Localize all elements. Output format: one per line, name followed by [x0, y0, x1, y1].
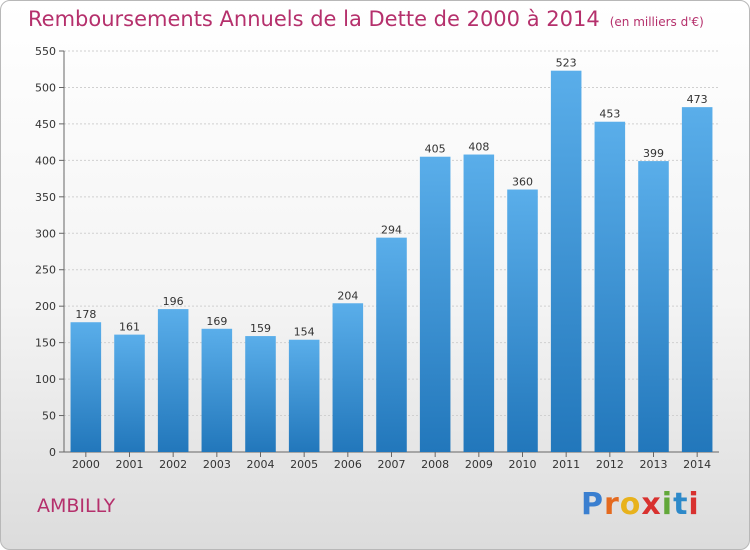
data-label: 154: [294, 326, 315, 339]
bar: [157, 309, 189, 452]
x-tick-label: 2012: [596, 458, 624, 471]
x-tick-label: 2014: [683, 458, 711, 471]
bar: [419, 156, 451, 452]
x-tick-label: 2005: [290, 458, 318, 471]
x-tick-label: 2003: [203, 458, 231, 471]
x-tick-label: 2002: [159, 458, 187, 471]
x-tick-label: 2001: [116, 458, 144, 471]
logo-letter: r: [604, 487, 620, 522]
bars: [70, 70, 713, 453]
logo-letter: t: [673, 487, 689, 522]
data-labels: 178 161 196 169 159 154 204 294 405 408 360 523 453 3…: [75, 57, 707, 339]
y-tick-label: 400: [35, 154, 56, 167]
y-tick-label: 0: [49, 446, 56, 459]
data-label: 161: [119, 321, 140, 334]
data-label: 178: [75, 308, 96, 321]
bar: [507, 189, 538, 452]
bar: [245, 336, 276, 452]
x-tick-label: 2000: [72, 458, 100, 471]
logo-letter: x: [641, 487, 662, 522]
y-tick-label: 550: [35, 45, 56, 58]
logo-letter: i: [688, 487, 700, 522]
bar: [550, 70, 582, 452]
data-label: 169: [206, 315, 227, 328]
bar: [463, 154, 495, 452]
proxiti-logo: Proxiti: [581, 487, 700, 522]
x-tick-label: 2009: [465, 458, 493, 471]
y-tick-label: 500: [35, 81, 56, 94]
data-label: 473: [687, 93, 708, 106]
chart-title: Remboursements Annuels de la Dette de 20…: [28, 7, 704, 31]
data-label: 204: [337, 289, 358, 302]
y-tick-label: 300: [35, 227, 56, 240]
logo-letter: P: [581, 487, 604, 522]
y-tick-label: 100: [35, 373, 56, 386]
data-label: 294: [381, 224, 402, 237]
x-tick-label: 2013: [640, 458, 668, 471]
data-label: 523: [556, 57, 577, 70]
logo-letter: i: [661, 487, 674, 522]
x-tick-label: 2010: [509, 458, 537, 471]
x-tick-label: 2006: [334, 458, 362, 471]
data-label: 159: [250, 322, 271, 335]
data-label: 408: [468, 141, 489, 154]
y-tick-label: 250: [35, 264, 56, 277]
logo-letter: o: [619, 487, 642, 522]
title-text: Remboursements Annuels de la Dette de 20…: [28, 7, 600, 31]
title-unit: (en milliers d'€): [609, 15, 704, 29]
x-tick-label: 2008: [421, 458, 449, 471]
bar: [288, 339, 320, 452]
place-name: AMBILLY: [37, 495, 116, 517]
data-label: 399: [643, 147, 664, 160]
bar: [70, 322, 102, 452]
bar: [376, 237, 407, 452]
y-tick-label: 150: [35, 337, 56, 350]
bar: [114, 334, 145, 452]
y-tick-label: 450: [35, 118, 56, 131]
x-tick-label: 2004: [247, 458, 275, 471]
data-label: 453: [599, 108, 620, 121]
bar: [638, 161, 669, 453]
bar: [594, 121, 626, 453]
data-label: 196: [163, 295, 184, 308]
data-label: 405: [425, 143, 446, 156]
x-tick-label: 2007: [378, 458, 406, 471]
y-tick-label: 350: [35, 191, 56, 204]
data-label: 360: [512, 176, 533, 189]
y-tick-label: 50: [42, 410, 56, 423]
bar: [681, 107, 713, 452]
bar: [332, 303, 364, 452]
bar: [201, 328, 233, 452]
y-tick-label: 200: [35, 300, 56, 313]
x-tick-label: 2011: [552, 458, 580, 471]
